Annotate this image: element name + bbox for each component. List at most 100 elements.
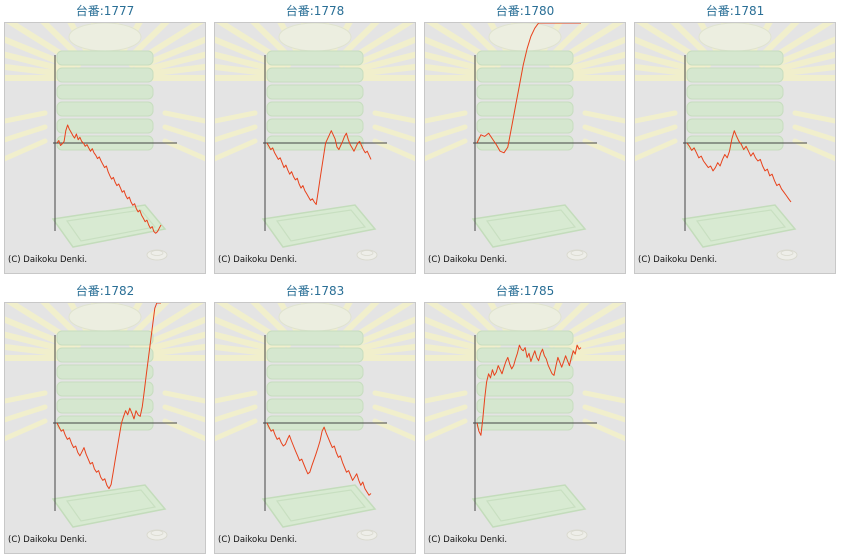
light-ray: [215, 404, 258, 423]
line-chart-svg: [5, 23, 205, 261]
light-ray: [5, 343, 69, 358]
chart-cell: 台番:1783 (C) Daikoku Denki.: [210, 280, 420, 560]
light-ray: [348, 51, 415, 74]
chart-panel[interactable]: (C) Daikoku Denki.: [4, 22, 206, 274]
chart-title[interactable]: 台番:1780: [495, 4, 555, 18]
light-ray: [138, 51, 205, 74]
dish-shape: [776, 249, 798, 261]
copyright-label: (C) Daikoku Denki.: [638, 255, 718, 265]
light-ray: [162, 138, 205, 162]
light-ray: [5, 51, 72, 74]
dome-shape: [68, 303, 142, 332]
chart-cell: 台番:1781 (C) Daikoku Denki.: [630, 0, 840, 280]
dish-shape: [146, 529, 168, 541]
light-ray: [5, 110, 48, 124]
dish-shape: [566, 529, 588, 541]
light-ray: [215, 331, 282, 354]
tray-shape: [56, 101, 154, 117]
light-ray: [215, 110, 258, 124]
dish-shape: [566, 249, 588, 261]
tray-shape: [266, 381, 364, 397]
light-ray: [215, 390, 258, 404]
light-ray: [141, 343, 205, 358]
lower-tray-shape: [471, 204, 587, 248]
chart-title[interactable]: 台番:1783: [285, 284, 345, 298]
dish-rim: [150, 250, 164, 256]
light-ray: [425, 343, 489, 358]
chart-panel[interactable]: (C) Daikoku Denki.: [214, 302, 416, 554]
tray-shape: [476, 398, 574, 414]
chart-title[interactable]: 台番:1778: [285, 4, 345, 18]
light-ray: [582, 390, 625, 404]
tray-shape: [686, 50, 784, 66]
chart-cell: 台番:1777 (C) Daikoku Denki.: [0, 0, 210, 280]
light-ray: [162, 110, 205, 124]
light-ray: [372, 418, 415, 442]
copyright-label: (C) Daikoku Denki.: [8, 255, 88, 265]
light-ray: [372, 124, 415, 143]
background-illustration: [5, 23, 205, 261]
light-ray: [162, 404, 205, 423]
series-line: [476, 23, 581, 154]
tray-shape: [266, 364, 364, 380]
tray-shape: [476, 364, 574, 380]
light-ray: [425, 418, 468, 442]
tray-shape: [476, 84, 574, 100]
copyright-label: (C) Daikoku Denki.: [218, 535, 298, 545]
chart-panel[interactable]: (C) Daikoku Denki.: [634, 22, 836, 274]
chart-title[interactable]: 台番:1777: [75, 4, 135, 18]
light-ray: [5, 124, 48, 143]
light-ray: [351, 63, 415, 78]
light-ray: [215, 51, 282, 74]
lower-tray-shape: [681, 204, 797, 248]
light-ray: [215, 63, 279, 78]
tray-shape: [266, 398, 364, 414]
light-ray: [5, 418, 48, 442]
light-ray: [425, 124, 468, 143]
chart-panel[interactable]: (C) Daikoku Denki.: [214, 22, 416, 274]
chart-panel[interactable]: (C) Daikoku Denki.: [424, 302, 626, 554]
lower-tray-shape: [261, 484, 377, 528]
light-ray: [635, 124, 678, 143]
light-ray: [635, 63, 699, 78]
tray-shape: [686, 118, 784, 134]
light-ray: [425, 63, 489, 78]
dome-shape: [278, 303, 352, 332]
chart-panel[interactable]: (C) Daikoku Denki.: [424, 22, 626, 274]
tray-shape: [56, 364, 154, 380]
background-illustration: [425, 23, 625, 261]
dome-shape: [278, 23, 352, 52]
lower-tray-shape: [471, 484, 587, 528]
line-chart-svg: [215, 23, 415, 261]
lower-tray-inner: [695, 209, 787, 242]
lower-tray-inner: [485, 489, 577, 522]
chart-panel[interactable]: (C) Daikoku Denki.: [4, 302, 206, 554]
tray-shape: [56, 118, 154, 134]
chart-title[interactable]: 台番:1782: [75, 284, 135, 298]
light-ray: [5, 404, 48, 423]
light-ray: [792, 138, 835, 162]
tray-shape: [686, 67, 784, 83]
light-ray: [5, 390, 48, 404]
dish-shape: [356, 249, 378, 261]
dish-rim: [360, 530, 374, 536]
light-ray: [372, 390, 415, 404]
background-illustration: [215, 303, 415, 541]
dome-shape: [488, 303, 562, 332]
light-ray: [425, 51, 492, 74]
light-ray: [582, 124, 625, 143]
dish-rim: [780, 250, 794, 256]
lower-tray-inner: [65, 489, 157, 522]
dish-shape: [356, 529, 378, 541]
copyright-label: (C) Daikoku Denki.: [428, 255, 508, 265]
chart-title[interactable]: 台番:1781: [705, 4, 765, 18]
tray-shape: [476, 381, 574, 397]
series-line: [56, 124, 162, 234]
light-ray: [215, 124, 258, 143]
light-ray: [771, 63, 835, 78]
line-chart-svg: [215, 303, 415, 541]
chart-title[interactable]: 台番:1785: [495, 284, 555, 298]
line-chart-svg: [425, 23, 625, 261]
line-chart-svg: [425, 303, 625, 541]
